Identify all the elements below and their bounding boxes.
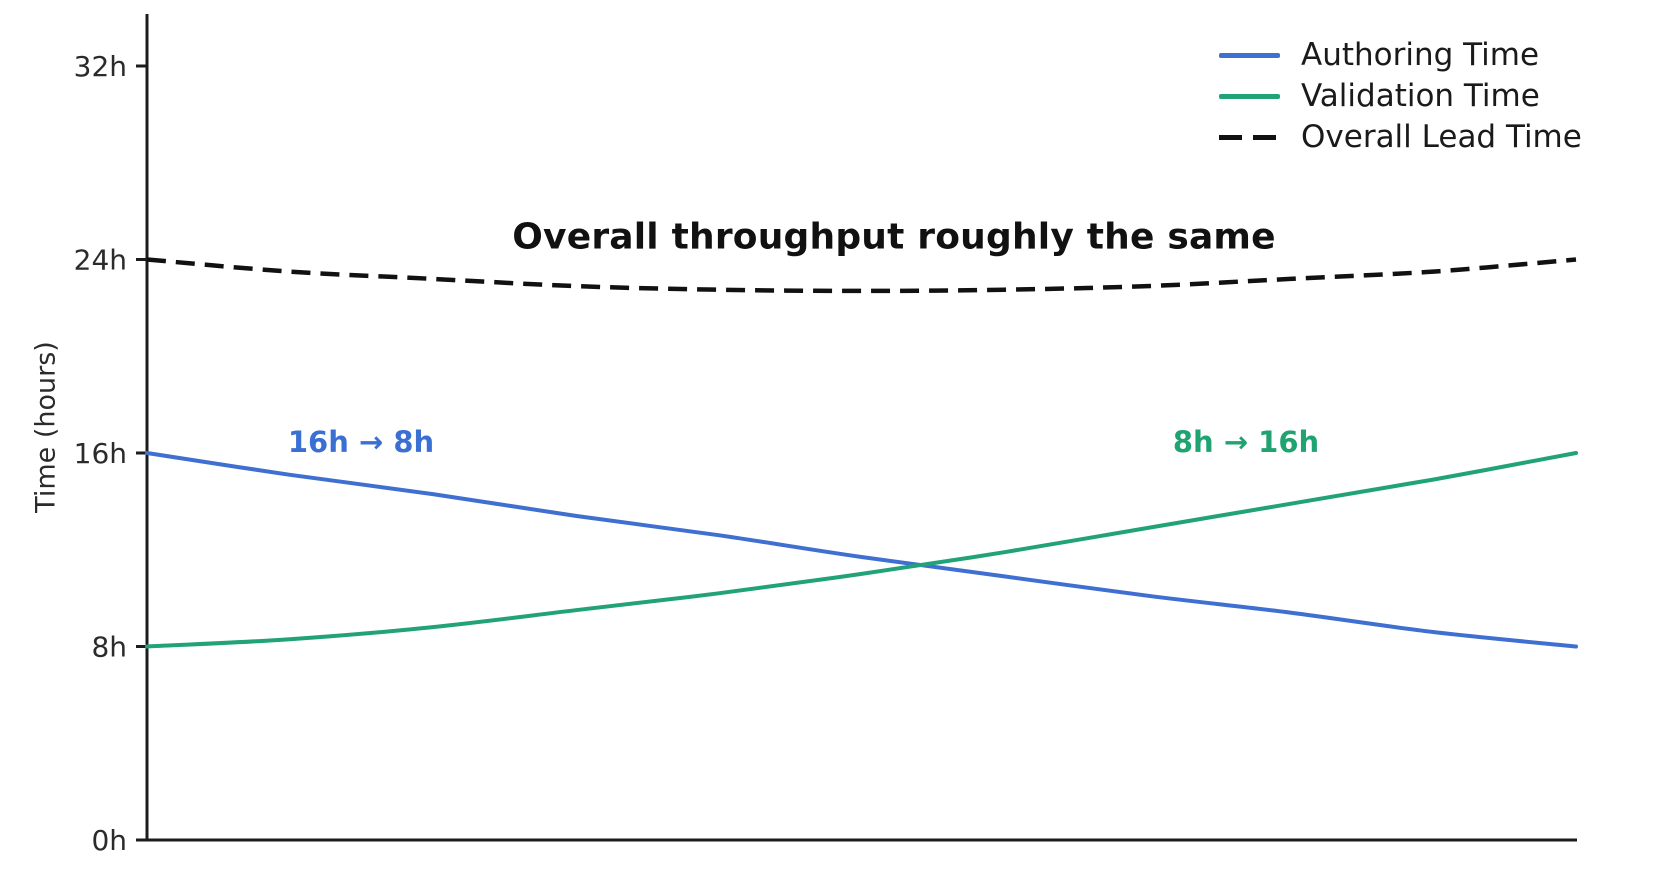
legend: Authoring Time Validation Time Overall Lea… xyxy=(1219,35,1582,158)
annotation-validation-change: 8h → 16h xyxy=(1172,425,1320,459)
y-tick-label: 24h xyxy=(74,244,127,277)
legend-label: Overall Lead Time xyxy=(1301,119,1582,155)
legend-label: Validation Time xyxy=(1301,78,1540,114)
y-axis-ticks: 0h 8h 16h 24h 32h xyxy=(74,50,147,857)
legend-item: Authoring Time xyxy=(1219,35,1582,76)
y-tick-label: 8h xyxy=(91,631,127,664)
series-lines xyxy=(145,257,1578,649)
annotation-authoring-change: 16h → 8h xyxy=(287,425,435,459)
annotation-overall-throughput: Overall throughput roughly the same xyxy=(512,216,1276,258)
y-tick-label: 16h xyxy=(74,437,127,470)
series-line-authoring-time xyxy=(145,451,1578,649)
y-tick-label: 0h xyxy=(91,824,127,857)
series-line-validation-time xyxy=(145,451,1578,649)
legend-dashed-line-swatch xyxy=(1219,135,1280,140)
y-axis-title: Time (hours) xyxy=(30,341,62,513)
legend-label: Authoring Time xyxy=(1301,37,1540,73)
legend-item: Validation Time xyxy=(1219,76,1582,117)
legend-item: Overall Lead Time xyxy=(1219,117,1582,158)
series-line-overall-lead-time xyxy=(146,257,1577,294)
y-tick-label: 32h xyxy=(74,50,127,83)
legend-line-swatch xyxy=(1219,53,1280,58)
legend-line-swatch xyxy=(1219,94,1280,99)
